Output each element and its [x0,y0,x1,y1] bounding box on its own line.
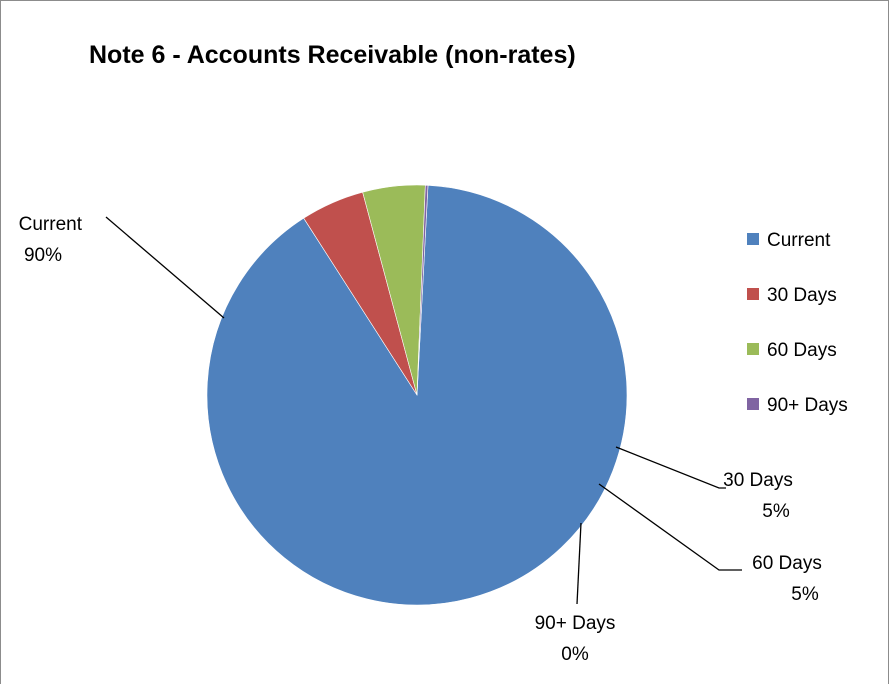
data-label-60-days-name: 60 Days [752,553,822,574]
data-label-current-percent: 90% [24,245,62,266]
data-label-90-days-name: 90+ Days [535,613,616,634]
leader-lines [105,216,742,605]
pie-slice-current [206,184,628,606]
data-label-30-days-percent: 5% [762,501,790,522]
data-labels: Current 90% 30 Days 5% 60 Days 5% 90+ Days 0% [19,214,822,665]
chart-title: Note 6 - Accounts Receivable (non-rates) [89,41,576,69]
data-label-current-name: Current [19,214,83,235]
leader-line-30-days [615,446,726,489]
leader-line-90-days [576,522,582,605]
legend-label-current: Current [767,230,831,251]
legend-swatch-90-days [747,398,759,410]
legend-swatch-60-days [747,343,759,355]
legend-swatch-30-days [747,288,759,300]
leader-line-current [105,216,225,319]
data-label-30-days-name: 30 Days [723,470,793,491]
pie-slice-90-days [416,184,429,396]
legend-label-30-days: 30 Days [767,285,837,306]
data-label-90-days-percent: 0% [561,644,589,665]
leader-line-60-days [598,483,742,571]
legend-label-90-days: 90+ Days [767,395,848,416]
legend-label-60-days: 60 Days [767,340,837,361]
legend-swatch-current [747,233,759,245]
pie-slices [206,184,628,606]
data-label-60-days-percent: 5% [791,584,819,605]
legend: Current 30 Days 60 Days 90+ Days [747,230,848,416]
